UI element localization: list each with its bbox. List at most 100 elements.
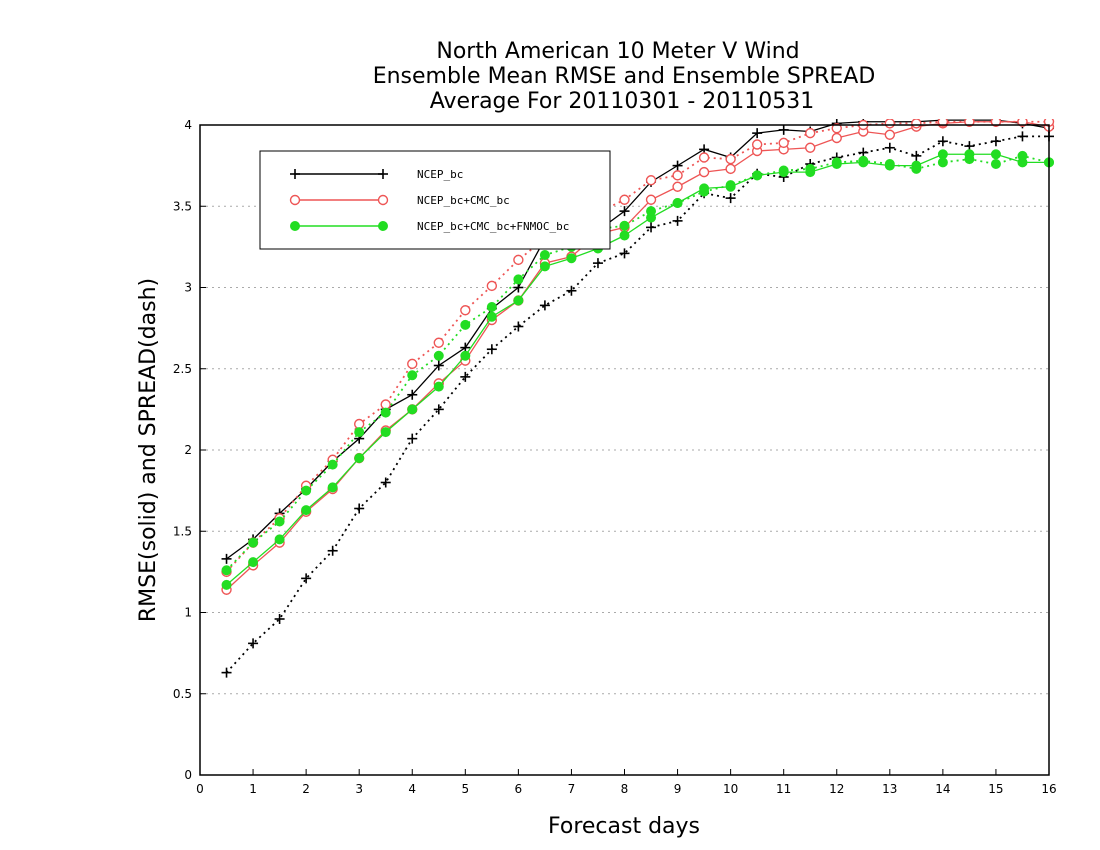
series-1-point-13 <box>566 285 577 296</box>
series-1-point-6 <box>380 477 391 488</box>
series-3-point-18 <box>698 152 710 163</box>
series-4-point-8 <box>433 381 444 392</box>
chart-title: North American 10 Meter V Wind Ensemble … <box>373 39 876 114</box>
series-5-point-15 <box>619 220 630 231</box>
series-1-point-27 <box>937 136 948 147</box>
y-tick-label-0: 0 <box>184 768 192 782</box>
y-axis-label: RMSE(solid) and SPREAD(dash) <box>136 278 161 622</box>
series-line-1 <box>225 135 1049 674</box>
x-axis-label: Forecast days <box>548 814 700 839</box>
series-3-point-25 <box>884 119 896 129</box>
series-5-point-24 <box>858 155 869 166</box>
series-0-point-7 <box>407 389 418 400</box>
series-4-point-11 <box>513 295 524 306</box>
series-3-point-17 <box>672 170 683 181</box>
series-3-point-26 <box>911 119 922 129</box>
series-4-point-6 <box>380 427 391 438</box>
legend-marker-left-2 <box>290 221 300 231</box>
x-tick-label-14: 14 <box>935 782 950 796</box>
series-1-point-29 <box>990 136 1001 147</box>
series-4-point-9 <box>460 350 471 361</box>
series-5-point-17 <box>672 198 683 208</box>
x-tick-label-12: 12 <box>829 782 844 796</box>
series-1-point-10 <box>486 344 497 355</box>
y-tick-label-6: 3 <box>184 281 192 295</box>
legend-marker-right-1 <box>377 194 389 206</box>
series-3-point-10 <box>486 280 498 292</box>
legend-marker-left-1 <box>289 194 301 206</box>
series-4-point-7 <box>407 404 418 415</box>
series-5-point-2 <box>274 516 285 527</box>
legend-label-0: NCEP_bc <box>417 168 463 181</box>
series-5-point-8 <box>433 350 444 361</box>
y-tick-label-7: 3.5 <box>173 199 192 213</box>
series-0-point-21 <box>778 124 789 135</box>
series-5-point-9 <box>460 319 471 330</box>
series-1-point-9 <box>460 371 471 382</box>
series-1-point-19 <box>725 193 736 204</box>
series-1-point-15 <box>619 248 630 259</box>
series-5-point-28 <box>964 154 975 165</box>
series-3-point-20 <box>751 139 763 150</box>
series-5-point-27 <box>937 157 948 168</box>
chart-title-line-2: Ensemble Mean RMSE and Ensemble SPREAD <box>373 64 876 89</box>
series-5-point-12 <box>539 250 550 260</box>
series-1-point-12 <box>539 300 550 311</box>
x-tick-label-1: 1 <box>249 782 257 796</box>
series-5-point-7 <box>407 370 418 381</box>
series-3-point-9 <box>460 305 471 316</box>
series-5-point-29 <box>990 159 1001 169</box>
series-5-point-30 <box>1017 150 1028 161</box>
series-4-point-5 <box>354 453 365 464</box>
series-3-point-22 <box>805 127 816 139</box>
x-tick-label-9: 9 <box>674 782 682 796</box>
series-3-point-21 <box>778 137 789 149</box>
series-5-point-6 <box>380 407 391 418</box>
series-4-point-13 <box>566 253 577 264</box>
series-5-point-23 <box>831 157 842 168</box>
series-1-point-7 <box>407 433 418 444</box>
series-4-point-12 <box>539 261 550 272</box>
series-2-point-25 <box>884 129 896 140</box>
series-1-point-14 <box>592 258 603 269</box>
series-5-point-10 <box>486 302 497 312</box>
series-5-point-26 <box>911 163 922 174</box>
series-1-point-17 <box>672 215 683 226</box>
series-5-point-19 <box>725 180 736 191</box>
series-1-point-11 <box>513 321 524 332</box>
legend-marker-right-0 <box>378 169 388 179</box>
y-tick-label-3: 1.5 <box>173 524 192 538</box>
series-1-point-3 <box>301 573 312 584</box>
series-3-point-16 <box>645 175 657 186</box>
series-1-dotted <box>221 131 1054 678</box>
legend-label-1: NCEP_bc+CMC_bc <box>417 194 510 207</box>
series-2-point-18 <box>698 166 710 178</box>
series-1-point-4 <box>327 545 338 556</box>
series-4-point-15 <box>619 230 630 241</box>
axis-ticks: 0 1 2 3 4 5 6 7 8 9 10 11 12 13 14 15 1600.511.522.533.5… <box>173 118 1057 796</box>
series-5-point-0 <box>221 565 232 576</box>
x-tick-label-3: 3 <box>355 782 363 796</box>
series-4-point-2 <box>274 534 285 545</box>
series-5-point-11 <box>513 274 524 285</box>
x-tick-label-4: 4 <box>408 782 416 796</box>
series-1-point-16 <box>646 222 657 233</box>
x-tick-label-6: 6 <box>515 782 523 796</box>
series-5-point-20 <box>752 170 763 181</box>
y-tick-label-4: 2 <box>184 443 192 457</box>
grid-lines <box>200 205 1049 695</box>
series-5-point-22 <box>805 163 816 174</box>
series-0-point-17 <box>672 160 683 171</box>
series-4-point-10 <box>486 311 497 322</box>
series-3-point-7 <box>407 358 418 370</box>
chart-title-line-3: Average For 20110301 - 20110531 <box>430 89 815 114</box>
series-1-point-25 <box>884 142 895 153</box>
series-0-point-0 <box>221 553 232 564</box>
chart-title-line-1: North American 10 Meter V Wind <box>436 39 799 64</box>
series-0-point-15 <box>619 206 630 217</box>
series-1-point-0 <box>221 667 232 678</box>
series-4-point-0 <box>221 579 232 590</box>
x-tick-label-0: 0 <box>196 782 204 796</box>
y-tick-label-2: 1 <box>184 606 192 620</box>
